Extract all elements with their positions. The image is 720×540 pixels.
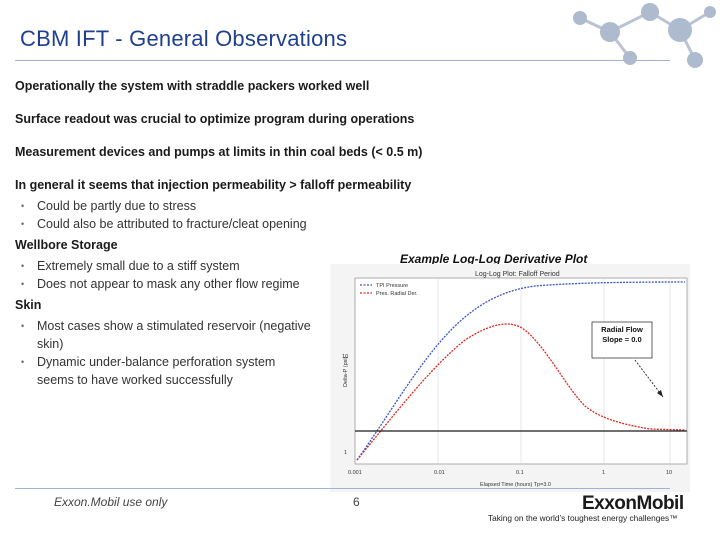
slide-title: CBM IFT - General Observations bbox=[20, 26, 348, 51]
page-number: 6 bbox=[353, 495, 360, 509]
sub-bullet: • Extremely small due to a stiff system bbox=[21, 259, 240, 273]
exxonmobil-logo: ExxonMobil bbox=[582, 493, 684, 514]
x-axis-label: Elapsed Time (hours) Tp=3.0 bbox=[480, 482, 551, 488]
title-divider bbox=[15, 60, 670, 61]
y-tick: 1 bbox=[344, 450, 347, 456]
bullet-wellbore-storage: Wellbore Storage bbox=[15, 238, 118, 252]
bullet-permeability: In general it seems that injection perme… bbox=[15, 178, 412, 192]
plot-legend: TPI Pressure Pres. Radial Der. bbox=[360, 283, 418, 297]
footer-divider bbox=[15, 488, 670, 489]
sub-bullet: • Could also be attributed to fracture/cl… bbox=[21, 217, 307, 231]
bullet-measurement: Measurement devices and pumps at limits … bbox=[15, 145, 423, 159]
bullet-surface-readout: Surface readout was crucial to optimize … bbox=[15, 112, 415, 126]
x-tick: 1 bbox=[602, 470, 605, 476]
pressure-curve bbox=[356, 281, 686, 461]
tagline: Taking on the world’s toughest energy ch… bbox=[488, 513, 678, 523]
legend-pressure: TPI Pressure bbox=[376, 283, 408, 289]
radial-flow-annotation: Radial Flow Slope = 0.0 bbox=[601, 325, 643, 344]
sub-bullet: • Dynamic under-balance perforation syste… bbox=[21, 355, 276, 387]
x-tick: 0.01 bbox=[434, 470, 445, 476]
y-tick: 10 bbox=[342, 354, 348, 360]
y-axis-label: Delta-P (psi) bbox=[343, 356, 349, 387]
sub-bullet: • Does not appear to mask any other flow … bbox=[21, 277, 300, 291]
plot-header: Log-Log Plot: Falloff Period bbox=[475, 271, 560, 278]
sub-bullet: • Most cases show a stimulated reservoir … bbox=[21, 319, 311, 351]
x-tick: 10 bbox=[666, 470, 672, 476]
footer-note: Exxon.Mobil use only bbox=[54, 495, 168, 509]
sub-bullet: • Could be partly due to stress bbox=[21, 199, 197, 213]
bullet-operations: Operationally the system with straddle p… bbox=[15, 79, 370, 93]
bullet-skin: Skin bbox=[15, 298, 42, 312]
plot-caption: Example Log-Log Derivative Plot bbox=[400, 252, 588, 266]
molecule-graphic bbox=[573, 3, 716, 68]
x-tick: 0.001 bbox=[348, 470, 362, 476]
loglog-derivative-plot: Log-Log Plot: Falloff Period TPI Pressur… bbox=[330, 264, 690, 492]
derivative-curve bbox=[356, 323, 686, 461]
bullet-list: Operationally the system with straddle p… bbox=[15, 78, 485, 389]
legend-derivative: Pres. Radial Der. bbox=[376, 291, 418, 297]
x-tick: 0.1 bbox=[516, 470, 524, 476]
